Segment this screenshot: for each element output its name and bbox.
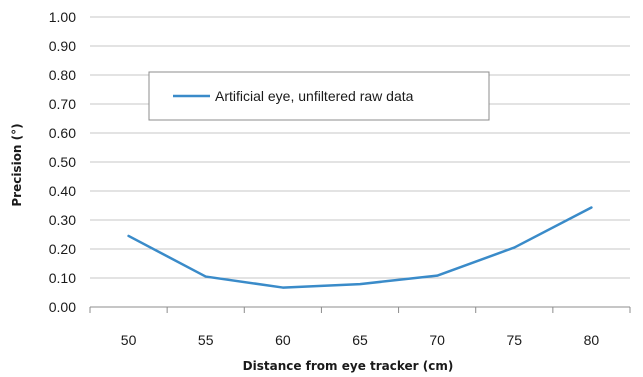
gridlines: [90, 16, 630, 308]
x-tick-label: 50: [121, 332, 137, 348]
y-tick-label: 1.00: [49, 9, 76, 25]
x-axis: 50 55 60 65 70 75 80: [89, 306, 631, 348]
x-tick-label: 70: [429, 332, 445, 348]
x-tick-label: 60: [275, 332, 291, 348]
y-tick-label: 0.80: [49, 67, 76, 83]
legend: Artificial eye, unfiltered raw data: [148, 71, 490, 121]
series-layer: [127, 206, 593, 289]
x-tick-label: 55: [198, 332, 214, 348]
legend-series-label: Artificial eye, unfiltered raw data: [215, 88, 414, 104]
y-tick-label: 0.30: [49, 212, 76, 228]
y-axis-tick-labels: 0.00 0.10 0.20 0.30 0.40 0.50 0.60 0.70 0.80 0.90…: [49, 9, 76, 315]
y-tick-label: 0.00: [49, 299, 76, 315]
y-tick-label: 0.90: [49, 38, 76, 54]
y-tick-label: 0.60: [49, 125, 76, 141]
y-tick-label: 0.10: [49, 270, 76, 286]
x-tick-label: 65: [352, 332, 368, 348]
y-tick-label: 0.70: [49, 96, 76, 112]
y-tick-label: 0.40: [49, 183, 76, 199]
x-tick-label: 80: [584, 332, 600, 348]
y-tick-label: 0.50: [49, 154, 76, 170]
y-tick-label: 0.20: [49, 241, 76, 257]
y-axis-title: Precision (°): [10, 123, 24, 206]
x-axis-title: Distance from eye tracker (cm): [243, 359, 454, 373]
x-tick-label: 75: [506, 332, 522, 348]
